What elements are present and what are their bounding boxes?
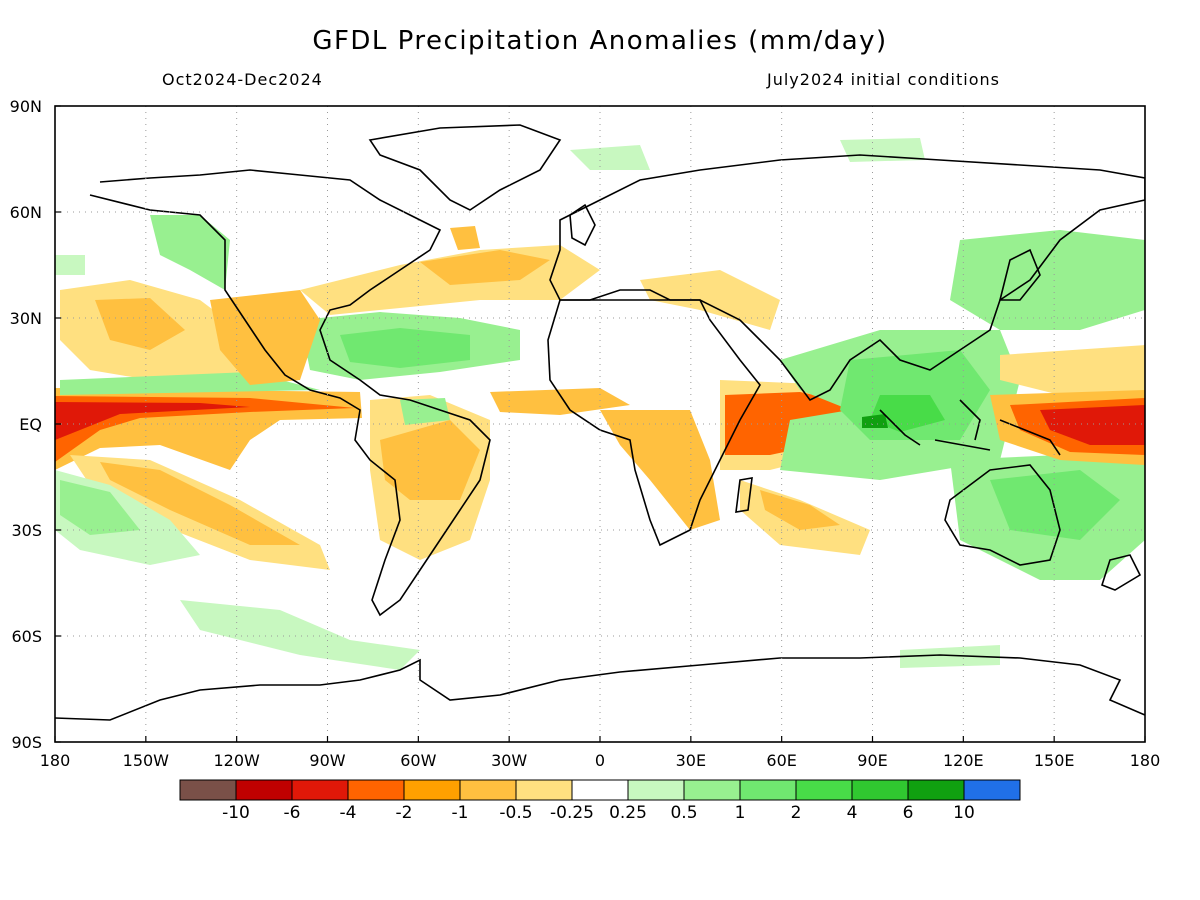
lat-tick-label: 90N bbox=[10, 97, 42, 116]
lon-tick-label: 60W bbox=[400, 751, 436, 770]
anomaly-region bbox=[900, 645, 1000, 668]
anomaly-region bbox=[640, 270, 780, 330]
lat-tick-label: 30N bbox=[10, 309, 42, 328]
lon-tick-label: 60E bbox=[766, 751, 796, 770]
coastline-nz bbox=[1101, 554, 1142, 591]
anomaly-region bbox=[870, 395, 945, 432]
coastline-americas bbox=[89, 169, 491, 617]
anomaly-region bbox=[1000, 345, 1145, 395]
anomaly-region bbox=[862, 414, 888, 428]
colorbar-swatch bbox=[795, 779, 853, 801]
coastline-eurasia bbox=[549, 154, 1145, 402]
lat-tick-label: 30S bbox=[11, 521, 42, 540]
anomaly-region bbox=[210, 290, 320, 385]
colorbar-swatch bbox=[571, 779, 629, 801]
colorbar-swatch bbox=[851, 779, 909, 801]
colorbar-label: 0.5 bbox=[670, 803, 697, 823]
coastline-australia bbox=[944, 464, 1061, 566]
colorbar-label: -4 bbox=[340, 803, 357, 823]
colorbar-label: -1 bbox=[452, 803, 469, 823]
anomaly-region bbox=[760, 490, 840, 530]
coastline-antarctica bbox=[55, 654, 1145, 721]
lon-tick-label: 180 bbox=[1130, 751, 1161, 770]
anomaly-region bbox=[570, 145, 650, 170]
anomaly-region bbox=[95, 298, 185, 350]
anomaly-region bbox=[420, 250, 550, 285]
coastlines bbox=[55, 124, 1145, 721]
colorbar-swatch bbox=[235, 779, 293, 801]
anomaly-region bbox=[150, 215, 230, 290]
anomaly-region bbox=[1040, 405, 1145, 445]
lon-tick-label: 90W bbox=[309, 751, 345, 770]
colorbar-swatch bbox=[179, 779, 237, 801]
gridlines bbox=[55, 106, 1145, 742]
lon-tick-label: 0 bbox=[595, 751, 605, 770]
lon-tick-label: 150W bbox=[123, 751, 170, 770]
anomaly-region bbox=[990, 470, 1120, 540]
map-title: GFDL Precipitation Anomalies (mm/day) bbox=[312, 26, 888, 56]
colorbar-swatch bbox=[907, 779, 965, 801]
anomaly-region bbox=[55, 402, 250, 440]
coastline-africa bbox=[547, 299, 761, 547]
colorbar-label: 10 bbox=[953, 803, 975, 823]
colorbar-swatch bbox=[683, 779, 741, 801]
colorbar-label: 2 bbox=[791, 803, 802, 823]
lat-tick-label: 90S bbox=[11, 733, 42, 752]
anomaly-region bbox=[100, 462, 300, 545]
lon-tick-label: 30E bbox=[676, 751, 706, 770]
anomaly-region bbox=[490, 388, 630, 415]
colorbar-swatch bbox=[459, 779, 517, 801]
anomaly-region bbox=[600, 410, 720, 530]
colorbar-label: -2 bbox=[396, 803, 413, 823]
anomaly-region bbox=[380, 420, 480, 500]
colorbar-label: 4 bbox=[847, 803, 858, 823]
colorbar-label: 1 bbox=[735, 803, 746, 823]
lat-tick-label: 60S bbox=[11, 627, 42, 646]
colorbar-label: -0.25 bbox=[550, 803, 594, 823]
coastline-uk bbox=[569, 203, 596, 247]
anomaly-region bbox=[400, 398, 450, 425]
colorbar-swatch bbox=[291, 779, 349, 801]
anomaly-region bbox=[840, 138, 925, 162]
lat-tick-label: 60N bbox=[10, 203, 42, 222]
forecast-period: Oct2024-Dec2024 bbox=[162, 70, 323, 89]
colorbar-label: -0.5 bbox=[499, 803, 532, 823]
anomaly-region bbox=[950, 230, 1145, 330]
anomaly-region bbox=[180, 600, 420, 670]
anomaly-field bbox=[55, 138, 1145, 670]
lon-tick-label: 120E bbox=[943, 751, 984, 770]
axis-ticks: 180 150W 120W 90W 60W 30W 0 30E 60E 90E 120E 150E 18… bbox=[10, 97, 1161, 770]
lon-tick-label: 90E bbox=[857, 751, 887, 770]
colorbar-swatch bbox=[963, 779, 1021, 801]
lon-tick-label: 30W bbox=[491, 751, 527, 770]
colorbar-label: 6 bbox=[903, 803, 914, 823]
colorbar-swatch bbox=[515, 779, 573, 801]
colorbar-swatch bbox=[347, 779, 405, 801]
coastline-maritime bbox=[879, 399, 1061, 456]
colorbar-swatch bbox=[739, 779, 797, 801]
anomaly-region bbox=[340, 328, 470, 368]
colorbar-swatch bbox=[627, 779, 685, 801]
lon-tick-label: 180 bbox=[40, 751, 71, 770]
coastline-japan bbox=[998, 248, 1041, 301]
colorbar-swatch bbox=[403, 779, 461, 801]
colorbar-label: 0.25 bbox=[609, 803, 647, 823]
coastline-greenland bbox=[368, 124, 562, 211]
lat-tick-label: EQ bbox=[19, 415, 42, 434]
colorbar: -10 -6 -4 -2 -1 -0.5 -0.25 0.25 0.5 1 2 4 6 10 bbox=[179, 779, 1021, 823]
colorbar-label: -10 bbox=[222, 803, 250, 823]
lon-tick-label: 120W bbox=[213, 751, 260, 770]
colorbar-label: -6 bbox=[284, 803, 301, 823]
lon-tick-label: 150E bbox=[1034, 751, 1075, 770]
initial-conditions-label: July2024 initial conditions bbox=[767, 70, 1000, 89]
anomaly-region bbox=[55, 255, 85, 275]
anomaly-region bbox=[450, 226, 480, 250]
anomaly-region bbox=[60, 480, 140, 535]
coastline-madagascar bbox=[735, 477, 753, 513]
